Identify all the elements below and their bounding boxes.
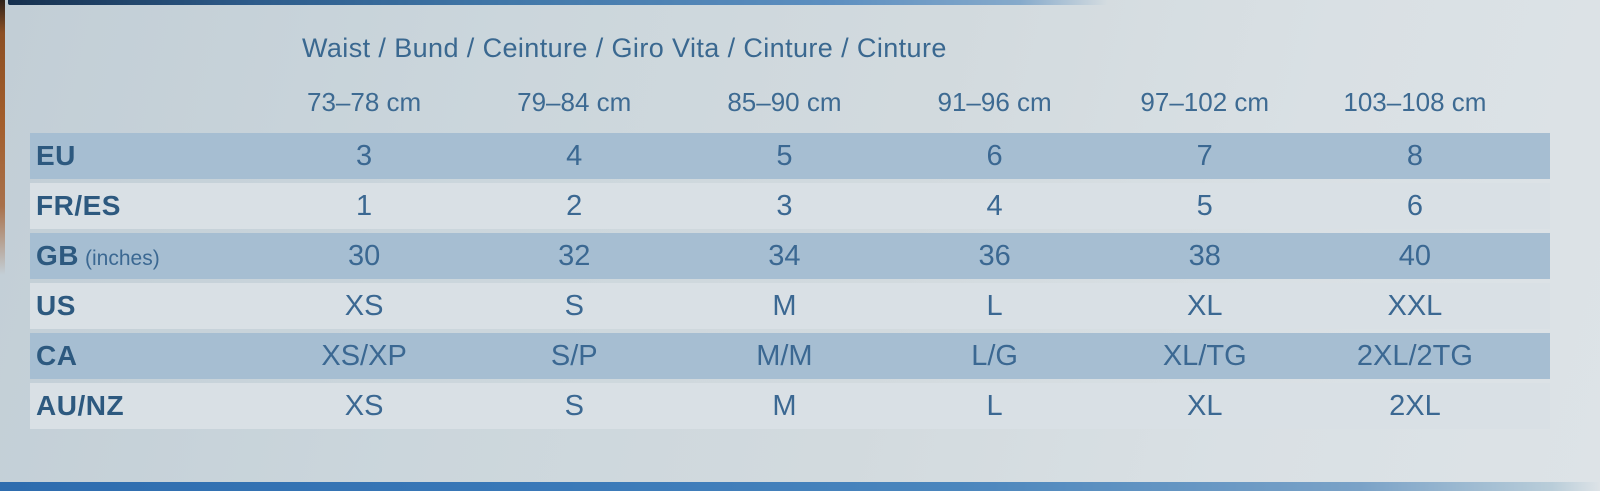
table-cell: 40 <box>1398 239 1432 272</box>
table-row-us: US XS S M L XL XXL <box>30 283 1550 329</box>
row-label-cell: EU <box>30 140 259 172</box>
column-header-4: 91–96 cm <box>937 86 1052 117</box>
size-table: EU 3 4 5 6 7 8 FR/ES 1 2 3 4 5 6 GB (inch… <box>30 133 1550 429</box>
row-label-cell: US <box>30 290 259 322</box>
table-cell: L/G <box>971 339 1018 372</box>
table-cell: M/M <box>756 339 813 372</box>
row-label: US <box>36 290 76 321</box>
column-header-3: 85–90 cm <box>727 86 842 117</box>
table-cell: 5 <box>776 139 793 172</box>
card-left-edge-sliver <box>0 0 5 275</box>
table-cell: 38 <box>1188 239 1221 272</box>
table-header-row: 73–78 cm 79–84 cm 85–90 cm 91–96 cm 97–1… <box>30 84 1550 120</box>
table-cell: 3 <box>776 189 793 222</box>
row-label-cell: GB (inches) <box>30 240 259 272</box>
row-label-note: (inches) <box>85 247 160 270</box>
table-cell: S/P <box>550 339 598 372</box>
row-label: EU <box>36 140 76 171</box>
table-cell: 2XL <box>1389 389 1441 422</box>
table-cell: 3 <box>356 139 373 172</box>
table-cell: XL <box>1187 289 1223 322</box>
table-cell: 36 <box>978 239 1011 272</box>
row-label: FR/ES <box>36 190 121 221</box>
card-bottom-edge <box>0 482 1600 491</box>
table-cell: 2XL/2TG <box>1356 339 1473 372</box>
row-label: AU/NZ <box>36 390 125 421</box>
chart-title: Waist / Bund / Ceinture / Giro Vita / Ci… <box>302 33 947 63</box>
column-header-1: 73–78 cm <box>306 86 422 117</box>
table-row-au-nz: AU/NZ XS S M L XL 2XL <box>30 383 1550 429</box>
table-cell: 4 <box>566 139 583 172</box>
table-cell: 7 <box>1196 139 1213 172</box>
table-cell: S <box>564 389 584 422</box>
table-cell: 4 <box>986 189 1003 222</box>
table-cell: XL/TG <box>1162 339 1247 372</box>
table-row-ca: CA XS/XP S/P M/M L/G XL/TG 2XL/2TG <box>30 333 1550 379</box>
table-cell: 30 <box>347 239 381 272</box>
row-label: CA <box>36 340 78 371</box>
table-cell: 1 <box>356 189 373 222</box>
row-label-cell: CA <box>30 340 259 372</box>
table-cell: M <box>772 289 797 322</box>
table-cell: 2 <box>566 189 583 222</box>
row-label-cell: FR/ES <box>30 190 259 222</box>
row-label: GB <box>36 240 79 271</box>
card-top-edge <box>8 0 1108 5</box>
table-row-gb: GB (inches) 30 32 34 36 38 40 <box>30 233 1550 279</box>
table-cell: L <box>986 389 1003 422</box>
table-cell: XS <box>344 389 384 422</box>
table-cell: XL <box>1187 389 1223 422</box>
table-cell: 8 <box>1406 139 1423 172</box>
table-cell: 32 <box>558 239 591 272</box>
table-cell: S <box>564 289 584 322</box>
table-cell: 6 <box>1406 189 1423 222</box>
table-cell: XS <box>344 289 384 322</box>
table-row-eu: EU 3 4 5 6 7 8 <box>30 133 1550 179</box>
table-cell: XXL <box>1387 289 1443 322</box>
table-cell: XS/XP <box>321 339 407 372</box>
table-cell: 6 <box>986 139 1003 172</box>
table-cell: 5 <box>1196 189 1213 222</box>
table-cell: M <box>772 389 797 422</box>
table-cell: 34 <box>768 239 801 272</box>
column-header-6: 103–108 cm <box>1343 86 1487 117</box>
row-label-cell: AU/NZ <box>30 390 259 422</box>
column-header-2: 79–84 cm <box>517 86 632 117</box>
column-header-5: 97–102 cm <box>1140 86 1270 117</box>
table-cell: L <box>986 289 1003 322</box>
table-row-fr-es: FR/ES 1 2 3 4 5 6 <box>30 183 1550 229</box>
